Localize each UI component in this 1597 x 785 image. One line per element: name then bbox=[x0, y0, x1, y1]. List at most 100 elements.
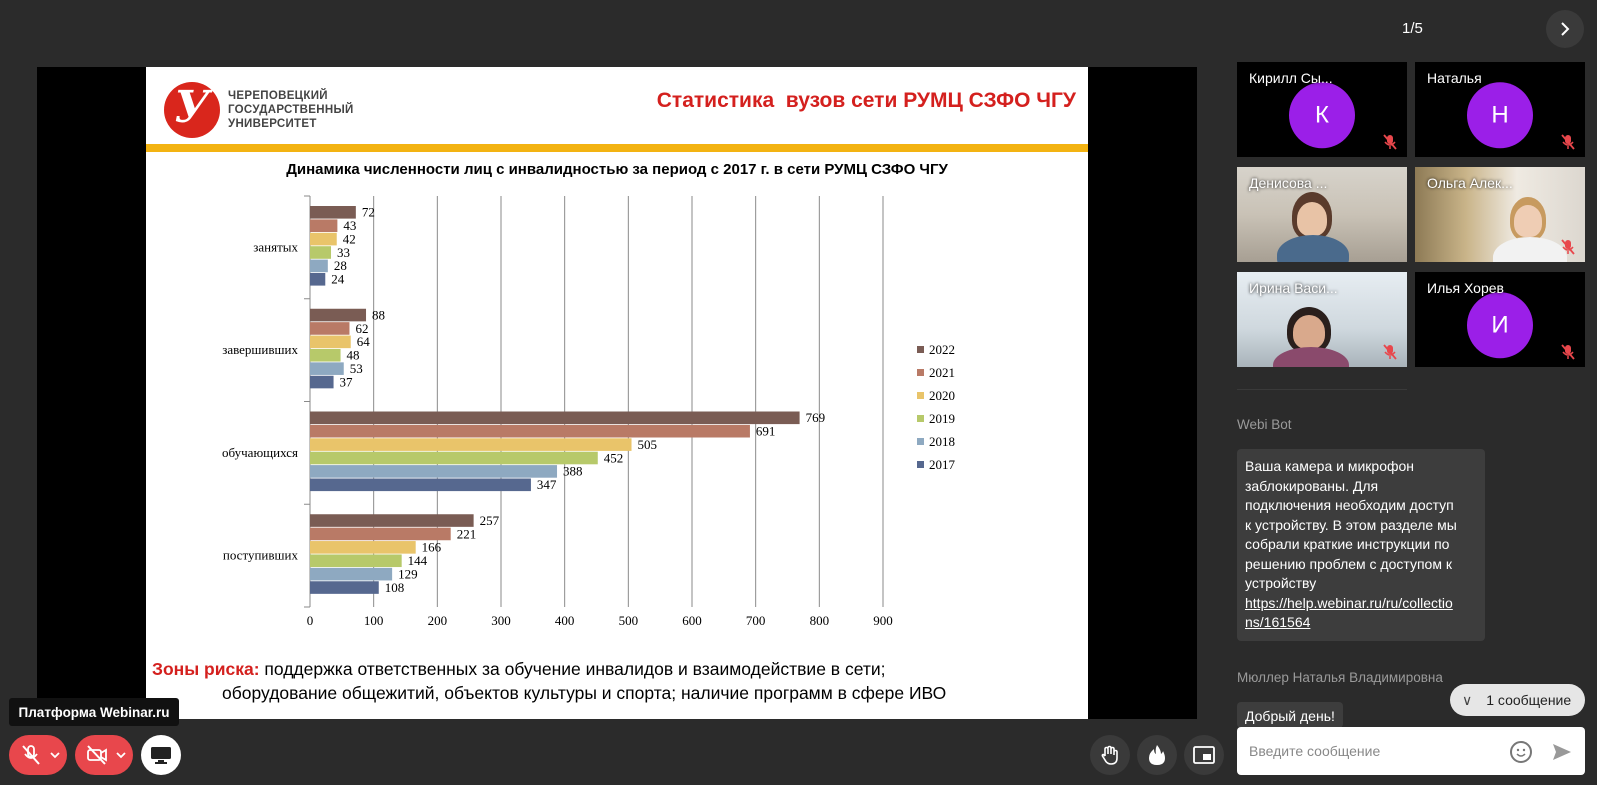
x-tick-label: 200 bbox=[428, 613, 448, 627]
data-label: 769 bbox=[806, 410, 826, 425]
data-label: 42 bbox=[343, 231, 356, 246]
mic-off-icon bbox=[1561, 134, 1575, 150]
chat-message: Ваша камера и микрофон заблокированы. Дл… bbox=[1237, 449, 1485, 641]
bar bbox=[310, 554, 402, 568]
participants-divider bbox=[1237, 389, 1407, 390]
x-tick-label: 900 bbox=[873, 613, 893, 627]
participant-name: Денисова ... bbox=[1249, 175, 1328, 191]
participant-tile[interactable]: Ирина Васи... bbox=[1237, 272, 1407, 367]
camera-toggle-button[interactable] bbox=[75, 735, 133, 775]
message-line: к устройству. В этом разделе мы bbox=[1245, 516, 1457, 533]
data-label: 257 bbox=[480, 513, 500, 528]
legend-swatch bbox=[917, 415, 924, 422]
data-label: 62 bbox=[355, 321, 368, 336]
bar bbox=[310, 541, 416, 554]
legend-swatch bbox=[917, 392, 924, 399]
emoji-icon[interactable] bbox=[1510, 741, 1532, 763]
new-messages-button[interactable]: ∨ 1 сообщение bbox=[1450, 684, 1585, 716]
picture-in-picture-icon bbox=[1193, 746, 1215, 764]
header-divider bbox=[146, 144, 1088, 152]
message-line: решению проблем с доступом к bbox=[1245, 555, 1452, 572]
data-label: 452 bbox=[604, 450, 624, 465]
chat-sender: Мюллер Наталья Владимировна bbox=[1237, 670, 1443, 685]
data-label: 166 bbox=[422, 540, 442, 555]
data-label: 347 bbox=[537, 477, 557, 492]
slide: У ЧЕРЕПОВЕЦКИЙ ГОСУДАРСТВЕННЫЙ УНИВЕРСИТ… bbox=[146, 67, 1088, 719]
bar bbox=[310, 581, 379, 594]
legend-swatch bbox=[917, 369, 924, 376]
screen-share-icon bbox=[151, 747, 171, 764]
data-label: 64 bbox=[357, 334, 371, 349]
data-label: 72 bbox=[362, 205, 375, 220]
screen-share-button[interactable] bbox=[141, 735, 181, 775]
raise-hand-button[interactable] bbox=[1090, 735, 1130, 775]
bar bbox=[310, 567, 393, 581]
x-tick-label: 0 bbox=[307, 613, 314, 627]
presentation-stage: У ЧЕРЕПОВЕЦКИЙ ГОСУДАРСТВЕННЫЙ УНИВЕРСИТ… bbox=[37, 67, 1197, 719]
bar bbox=[310, 527, 451, 541]
bar bbox=[310, 438, 632, 451]
bar bbox=[310, 335, 351, 349]
slide-header: У ЧЕРЕПОВЕЦКИЙ ГОСУДАРСТВЕННЫЙ УНИВЕРСИТ… bbox=[146, 67, 1088, 152]
x-tick-label: 300 bbox=[491, 613, 511, 627]
legend-entry: 2018 bbox=[929, 434, 955, 449]
data-label: 37 bbox=[340, 374, 354, 389]
participant-tile[interactable]: И Илья Хорев bbox=[1415, 272, 1585, 367]
data-label: 221 bbox=[457, 526, 477, 541]
legend-entry: 2019 bbox=[929, 411, 955, 426]
legend-entry: 2020 bbox=[929, 388, 955, 403]
bar bbox=[310, 362, 344, 375]
bar bbox=[310, 273, 326, 286]
category-label: завершивших bbox=[222, 342, 298, 357]
mic-off-icon bbox=[1383, 344, 1397, 360]
data-label: 691 bbox=[756, 424, 776, 439]
risk-zones-text: Зоны риска: поддержка ответственных за о… bbox=[152, 657, 946, 705]
next-slide-button[interactable] bbox=[1546, 10, 1584, 48]
bar bbox=[310, 219, 338, 232]
bar bbox=[310, 348, 341, 362]
flame-icon bbox=[1149, 745, 1165, 765]
legend-swatch bbox=[917, 461, 924, 468]
link-line: ns/161564 bbox=[1245, 614, 1311, 630]
legend-entry: 2022 bbox=[929, 342, 955, 357]
avatar: И bbox=[1467, 291, 1533, 358]
participant-name: Кирилл Сы... bbox=[1249, 70, 1333, 86]
legend-swatch bbox=[917, 346, 924, 353]
chart-title: Динамика численности лиц с инвалидностью… bbox=[286, 161, 948, 178]
data-label: 144 bbox=[408, 553, 428, 568]
participant-tile[interactable]: Ольга Алек... bbox=[1415, 167, 1585, 262]
data-label: 48 bbox=[347, 348, 360, 363]
risk-label: Зоны риска: bbox=[152, 659, 260, 679]
category-label: обучающихся bbox=[222, 445, 298, 460]
layout-toggle-button[interactable] bbox=[1184, 735, 1224, 775]
participant-name: Ирина Васи... bbox=[1249, 280, 1338, 296]
data-label: 43 bbox=[343, 218, 356, 233]
chevron-down-icon bbox=[116, 752, 126, 759]
slide-title: Статистика вузов сети РУМЦ СЗФО ЧГУ bbox=[656, 89, 1076, 112]
chevron-right-icon bbox=[1561, 22, 1570, 36]
slide-counter: 1/5 bbox=[1402, 20, 1423, 37]
participant-name: Ольга Алек... bbox=[1427, 175, 1513, 191]
mic-off-icon bbox=[22, 745, 40, 765]
reaction-button[interactable] bbox=[1137, 735, 1177, 775]
participant-tile[interactable]: К Кирилл Сы... bbox=[1237, 62, 1407, 157]
bar bbox=[310, 411, 800, 425]
mic-off-icon bbox=[1561, 239, 1575, 255]
microphone-toggle-button[interactable] bbox=[9, 735, 67, 775]
participant-name: Илья Хорев bbox=[1427, 280, 1504, 296]
university-logo-icon: У bbox=[164, 82, 220, 138]
x-tick-label: 500 bbox=[619, 613, 639, 627]
participant-tile[interactable]: Денисова ... bbox=[1237, 167, 1407, 262]
bar bbox=[310, 514, 474, 527]
message-line: устройству bbox=[1245, 575, 1317, 591]
participant-tile[interactable]: Н Наталья bbox=[1415, 62, 1585, 157]
data-label: 88 bbox=[372, 307, 385, 322]
help-link[interactable]: https://help.webinar.ru/ru/collectio ns/1… bbox=[1245, 594, 1477, 633]
chat-message-input[interactable] bbox=[1237, 727, 1585, 775]
bar bbox=[310, 322, 350, 335]
participant-video bbox=[1237, 272, 1407, 367]
x-tick-label: 100 bbox=[364, 613, 384, 627]
participant-video bbox=[1237, 167, 1407, 262]
send-icon[interactable] bbox=[1551, 741, 1573, 763]
message-line: Ваша камера и микрофон bbox=[1245, 458, 1415, 474]
